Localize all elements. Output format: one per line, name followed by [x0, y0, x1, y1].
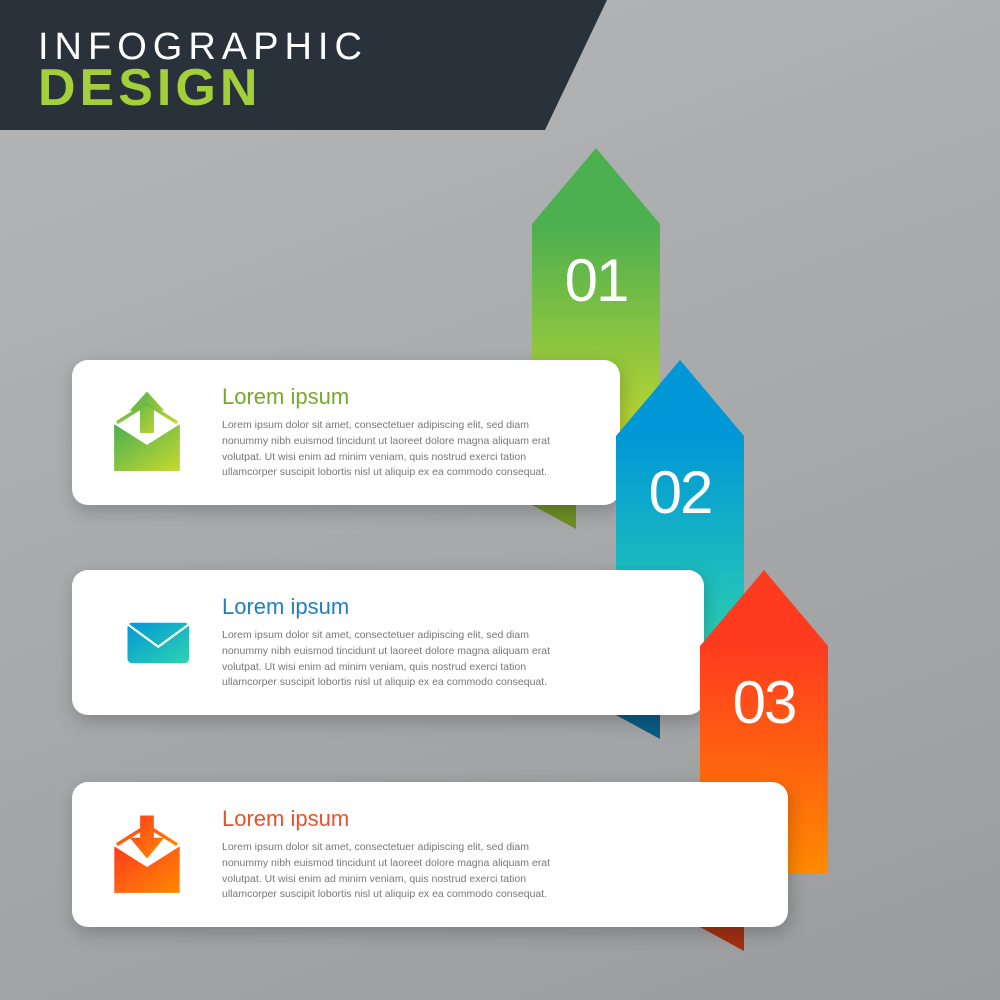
- step-body: Lorem ipsum dolor sit amet, consectetuer…: [222, 418, 562, 481]
- step-number: 02: [649, 458, 712, 527]
- step-title: Lorem ipsum: [222, 806, 562, 832]
- arrow-fold: [532, 505, 576, 529]
- step-title: Lorem ipsum: [222, 594, 562, 620]
- header-title: Infographic DESIGN: [38, 28, 368, 114]
- step-number: 01: [565, 246, 628, 315]
- arrow-fold: [616, 715, 660, 739]
- mail-out-icon: [102, 388, 192, 478]
- step-number: 03: [733, 668, 796, 737]
- step-card-3: Lorem ipsum Lorem ipsum dolor sit amet, c…: [72, 782, 788, 927]
- step-body: Lorem ipsum dolor sit amet, consectetuer…: [222, 628, 562, 691]
- arrow-fold: [700, 927, 744, 951]
- header-line2: DESIGN: [38, 62, 368, 114]
- mail-express-icon: [102, 598, 192, 688]
- mail-in-icon: [102, 810, 192, 900]
- step-title: Lorem ipsum: [222, 384, 562, 410]
- step-card-1: Lorem ipsum Lorem ipsum dolor sit amet, c…: [72, 360, 620, 505]
- step-card-2: Lorem ipsum Lorem ipsum dolor sit amet, c…: [72, 570, 704, 715]
- step-body: Lorem ipsum dolor sit amet, consectetuer…: [222, 840, 562, 903]
